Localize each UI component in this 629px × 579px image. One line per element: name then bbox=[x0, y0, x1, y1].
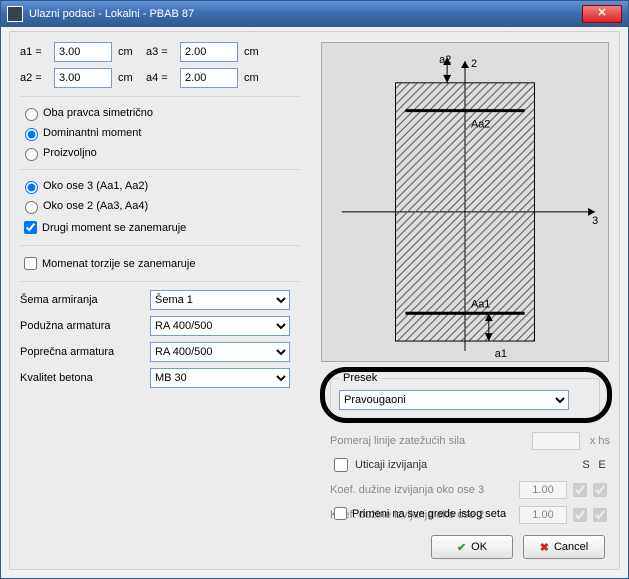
cancel-button[interactable]: ✖Cancel bbox=[523, 535, 605, 559]
a3-unit: cm bbox=[244, 46, 272, 58]
presek-group: Presek Pravougaoni bbox=[330, 372, 600, 419]
close-button[interactable]: ✕ bbox=[582, 5, 622, 23]
col-s: S bbox=[578, 459, 594, 471]
close-icon: ✖ bbox=[540, 541, 549, 554]
presek-select[interactable]: Pravougaoni bbox=[339, 390, 569, 410]
svg-text:2: 2 bbox=[471, 58, 477, 70]
a1-unit: cm bbox=[118, 46, 146, 58]
xhs-label: x hs bbox=[580, 435, 610, 447]
app-icon bbox=[7, 6, 23, 22]
poduz-label: Podužna armatura bbox=[20, 320, 150, 332]
section-diagram: a2 2 3 Aa2 Aa1 a1 bbox=[321, 42, 609, 362]
torsion-check[interactable]: Momenat torzije se zanemaruje bbox=[20, 254, 300, 273]
a1-label: a1 = bbox=[20, 46, 54, 58]
sym-radio-3[interactable]: Proizvoljno bbox=[20, 145, 300, 161]
presek-legend: Presek bbox=[339, 372, 381, 384]
check-icon: ✔ bbox=[457, 541, 466, 554]
sema-select[interactable]: Šema 1 bbox=[150, 290, 290, 310]
koef2-s-check bbox=[573, 508, 587, 522]
a1-input[interactable] bbox=[54, 42, 112, 62]
pomeraj-label: Pomeraj linije zatežućih sila bbox=[330, 435, 532, 447]
beton-select[interactable]: MB 30 bbox=[150, 368, 290, 388]
koef3-label: Koef. dužine izvijanja oko ose 3 bbox=[330, 484, 519, 496]
popr-select[interactable]: RA 400/500 bbox=[150, 342, 290, 362]
beton-label: Kvalitet betona bbox=[20, 372, 150, 384]
a2-input[interactable] bbox=[54, 68, 112, 88]
a4-input[interactable] bbox=[180, 68, 238, 88]
axis-ignore-check[interactable]: Drugi moment se zanemaruje bbox=[20, 218, 300, 237]
axis-radio-1[interactable]: Oko ose 3 (Aa1, Aa2) bbox=[20, 178, 300, 194]
ok-button[interactable]: ✔OK bbox=[431, 535, 513, 559]
a4-unit: cm bbox=[244, 72, 272, 84]
titlebar: Ulazni podaci - Lokalni - PBAB 87 ✕ bbox=[1, 1, 628, 27]
koef3-s-check bbox=[573, 483, 587, 497]
a3-label: a3 = bbox=[146, 46, 180, 58]
uticaji-label: Uticaji izvijanja bbox=[355, 459, 578, 471]
sym-radio-2[interactable]: Dominantni moment bbox=[20, 125, 300, 141]
axis-radio-2[interactable]: Oko ose 2 (Aa3, Aa4) bbox=[20, 198, 300, 214]
pomeraj-input bbox=[532, 432, 580, 450]
popr-label: Poprečna armatura bbox=[20, 346, 150, 358]
koef2-e-check bbox=[593, 508, 607, 522]
apply-all-check[interactable]: Primeni na sve grede istog seta bbox=[330, 504, 506, 523]
a2-unit: cm bbox=[118, 72, 146, 84]
sema-label: Šema armiranja bbox=[20, 294, 150, 306]
koef3-e-check bbox=[593, 483, 607, 497]
svg-text:Aa1: Aa1 bbox=[471, 298, 490, 310]
a4-label: a4 = bbox=[146, 72, 180, 84]
sym-radio-1[interactable]: Oba pravca simetrično bbox=[20, 105, 300, 121]
uticaji-check[interactable] bbox=[334, 458, 348, 472]
a3-input[interactable] bbox=[180, 42, 238, 62]
svg-text:3: 3 bbox=[592, 215, 598, 227]
koef3-input bbox=[519, 481, 567, 499]
svg-text:Aa2: Aa2 bbox=[471, 119, 490, 131]
a2-label: a2 = bbox=[20, 72, 54, 84]
window-title: Ulazni podaci - Lokalni - PBAB 87 bbox=[29, 8, 582, 20]
koef2-input bbox=[519, 506, 567, 524]
poduz-select[interactable]: RA 400/500 bbox=[150, 316, 290, 336]
svg-text:a1: a1 bbox=[495, 348, 507, 360]
col-e: E bbox=[594, 459, 610, 471]
svg-text:a2: a2 bbox=[439, 54, 451, 66]
